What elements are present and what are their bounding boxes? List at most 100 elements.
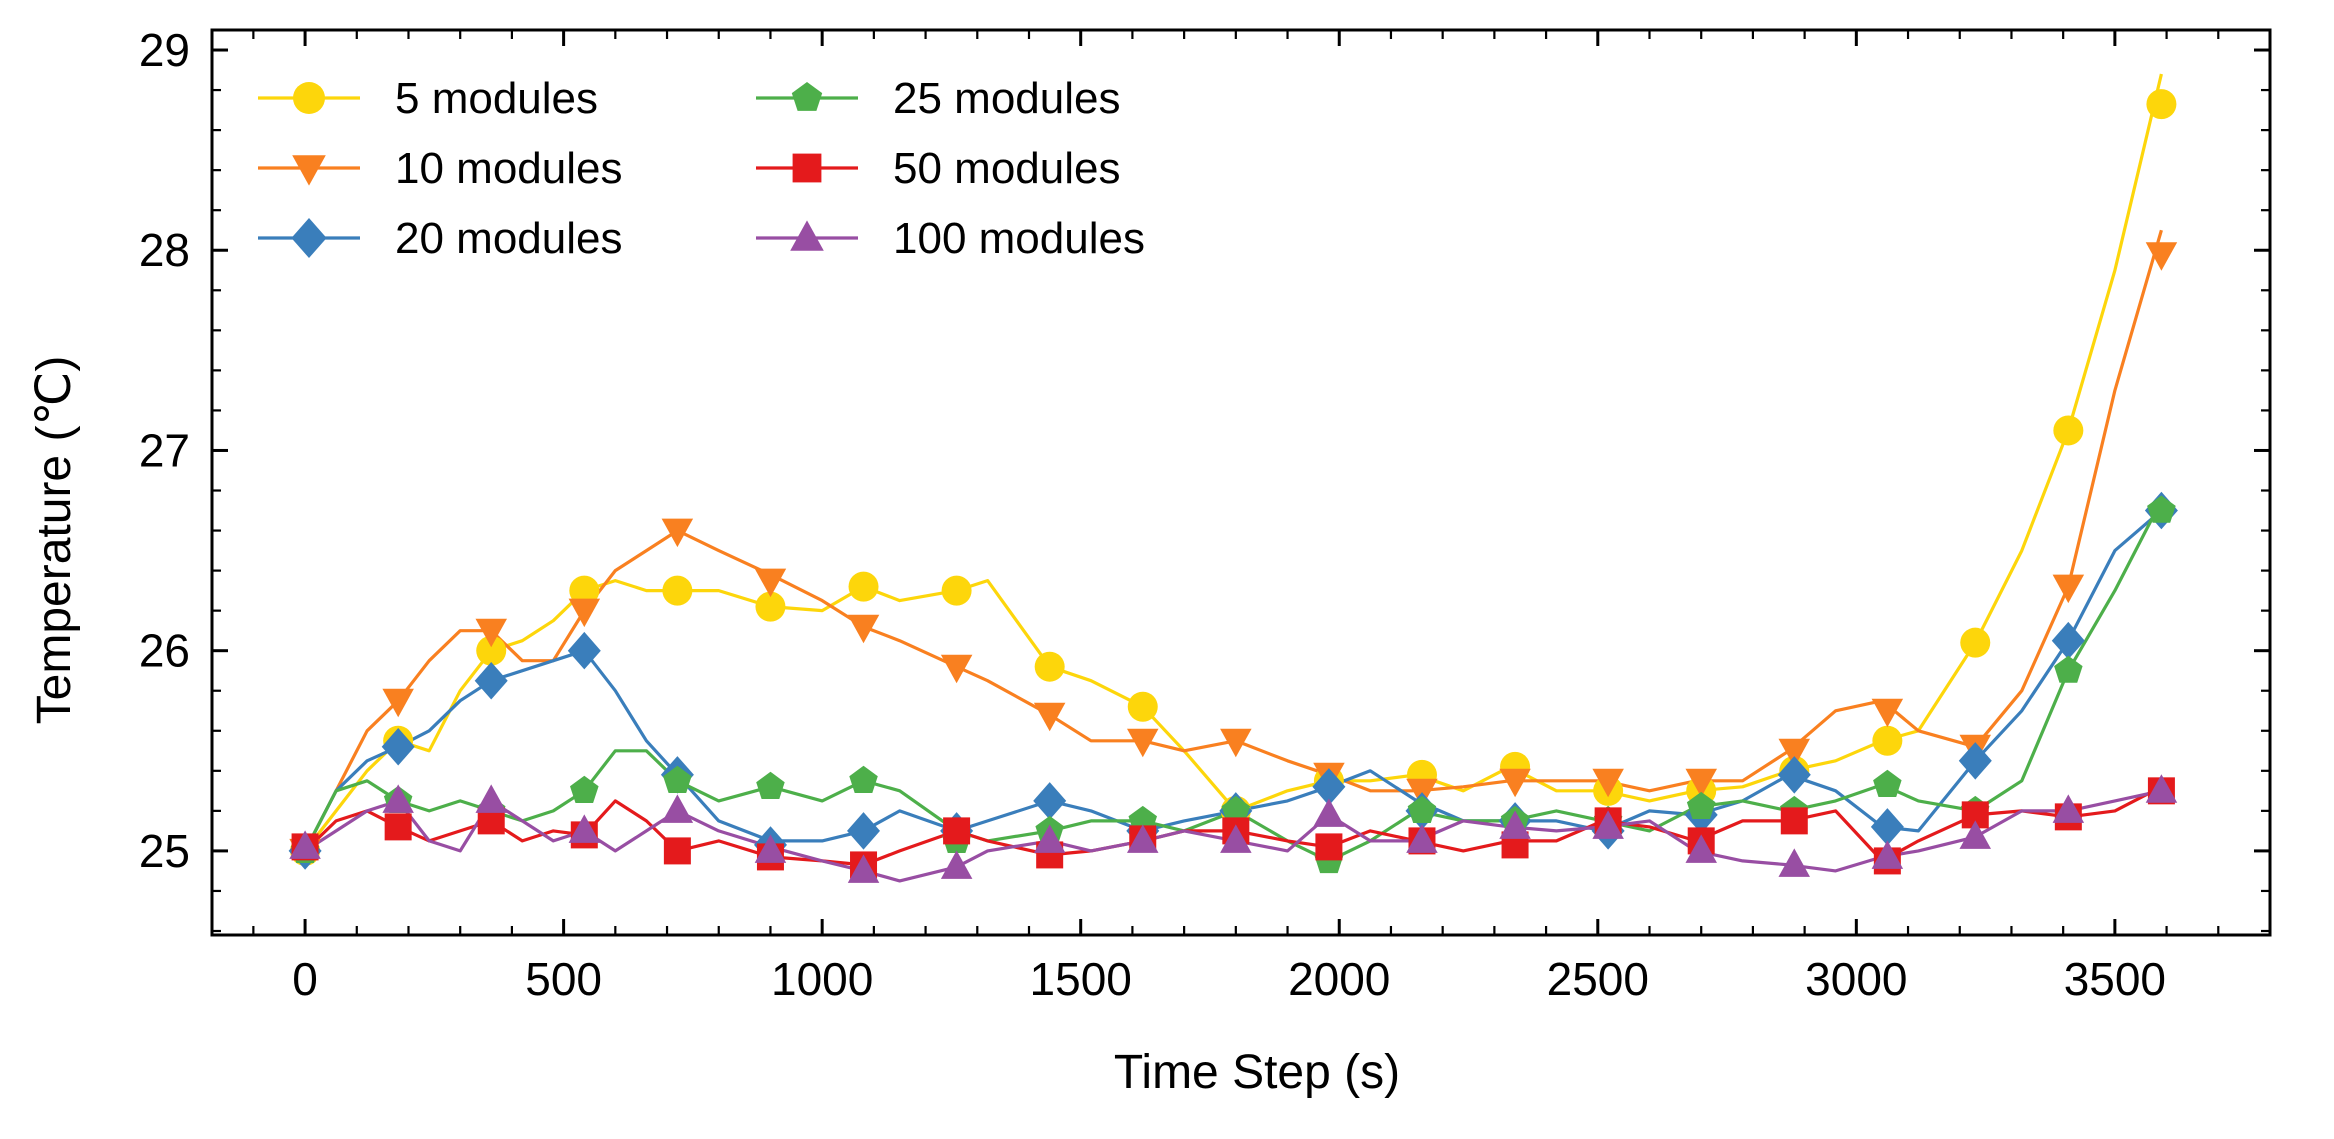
series-6-marker	[661, 794, 694, 823]
y-tick-label: 27	[139, 424, 190, 476]
series-6-marker	[1033, 824, 1066, 853]
series-4-marker	[570, 775, 599, 803]
series-6-marker	[2052, 794, 2085, 823]
legend-label-3: 20 modules	[395, 214, 622, 263]
series-4-marker	[2054, 655, 2083, 683]
series-6-marker	[1685, 834, 1717, 863]
series-2-marker	[475, 618, 507, 648]
series-5-marker	[1780, 807, 1808, 835]
x-tick-label: 3500	[2064, 953, 2166, 1005]
series-3-marker	[1870, 808, 1904, 846]
series-6-marker	[1871, 840, 1904, 869]
series-6-marker	[568, 814, 601, 843]
y-tick-label: 29	[139, 24, 190, 76]
series-6-marker	[1778, 848, 1810, 877]
series-4-marker	[1873, 769, 1902, 797]
series-4-marker	[1686, 791, 1716, 819]
legend-marker-5	[792, 153, 822, 183]
series-6-marker	[754, 834, 787, 863]
series-2-marker	[568, 598, 601, 628]
series-6-marker	[1406, 824, 1438, 853]
series-6-marker	[1127, 824, 1159, 853]
series-3-marker	[1777, 756, 1811, 794]
series-4-marker	[1407, 795, 1437, 823]
series-2-marker	[2052, 574, 2085, 604]
legend-label-1: 5 modules	[395, 74, 598, 123]
series-3-marker	[381, 728, 415, 766]
series-2-marker	[1127, 728, 1159, 758]
series-2-marker	[1871, 698, 1904, 728]
series-1-marker	[569, 575, 600, 606]
series-5-marker	[384, 813, 412, 841]
series-markers	[288, 89, 2178, 883]
legend-marker-4	[791, 82, 823, 111]
series-3-marker	[2051, 621, 2085, 660]
legend-label-4: 25 modules	[893, 74, 1120, 123]
series-4-marker	[2147, 495, 2176, 523]
y-tick-label: 26	[139, 625, 190, 677]
series-6-marker	[289, 830, 321, 859]
x-tick-label: 1500	[1030, 953, 1132, 1005]
series-1-marker	[2146, 89, 2177, 120]
legend-marker-1	[293, 82, 325, 114]
series-6-marker	[1313, 798, 1345, 827]
series-1-marker	[662, 575, 693, 606]
series-2-marker	[382, 688, 414, 718]
series-2-marker	[1592, 768, 1624, 798]
series-1-marker	[1127, 691, 1158, 722]
x-tick-label: 2500	[1547, 953, 1649, 1005]
series-6-marker	[1499, 810, 1531, 839]
x-tick-label: 2000	[1288, 953, 1390, 1005]
legend-marker-3	[291, 218, 327, 258]
legend-label-2: 10 modules	[395, 144, 622, 193]
legend-label-6: 100 modules	[893, 214, 1145, 263]
legend-label-5: 50 modules	[893, 144, 1120, 193]
series-5-marker	[1315, 833, 1343, 861]
series-line-2	[303, 229, 2163, 852]
x-tick-label: 1000	[771, 953, 873, 1005]
series-2-marker	[1499, 768, 1531, 798]
series-4-marker	[756, 771, 785, 799]
series-2-marker	[2145, 242, 2178, 271]
series-2-marker	[1778, 738, 1810, 768]
plot-frame	[210, 28, 2272, 937]
series-1-marker	[941, 575, 972, 606]
series-3-marker	[1033, 782, 1067, 820]
y-tick-label: 25	[139, 825, 190, 877]
series-1-marker	[755, 591, 786, 622]
series-2-marker	[1220, 728, 1252, 758]
series-3-marker	[474, 662, 508, 700]
series-6-marker	[2145, 774, 2178, 803]
series-lines	[303, 73, 2163, 883]
axis-ticks: 0 500 1000 1500 2000 2500 3000 3500 25 26 27 28 29	[139, 24, 2272, 1005]
series-6-marker	[940, 850, 973, 879]
series-6-marker	[475, 784, 507, 813]
series-2-marker	[1685, 768, 1717, 798]
series-3-marker	[1958, 742, 1992, 780]
legend-marker-2	[292, 155, 326, 186]
series-5-marker	[943, 817, 971, 845]
series-6-marker	[382, 784, 414, 813]
series-1-marker	[1960, 627, 1991, 658]
series-3-marker	[847, 812, 880, 850]
series-2-marker	[661, 518, 694, 548]
series-2-marker	[754, 568, 787, 598]
series-2-marker	[847, 614, 880, 644]
series-3-marker	[1312, 768, 1346, 806]
series-2-marker	[940, 654, 973, 684]
series-2-marker	[1033, 702, 1066, 732]
series-1-marker	[476, 635, 507, 666]
series-1-marker	[1872, 725, 1903, 756]
series-4-marker	[663, 765, 692, 793]
series-1-marker	[2053, 415, 2084, 446]
series-5-marker	[663, 837, 691, 865]
series-4-marker	[849, 765, 878, 793]
y-tick-label: 28	[139, 224, 190, 276]
series-1-marker	[848, 571, 879, 602]
series-3-marker	[567, 631, 601, 670]
legend: 5 modules 10 modules 20 modules 25 modules 5…	[258, 74, 1145, 263]
series-6-marker	[1220, 824, 1252, 853]
x-tick-label: 3000	[1805, 953, 1907, 1005]
